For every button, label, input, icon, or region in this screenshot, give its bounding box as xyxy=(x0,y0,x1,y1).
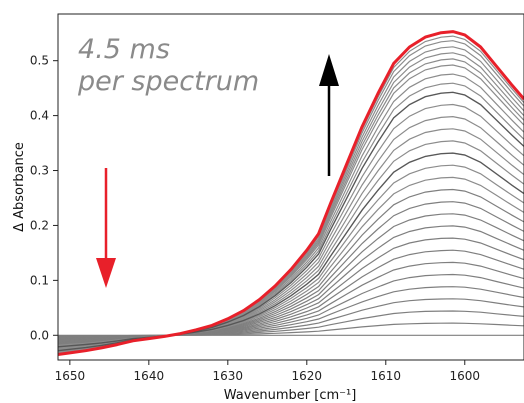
plot-frame xyxy=(57,13,524,361)
spectra-layer xyxy=(57,30,524,356)
ticks-layer: 1650 1640 1630 1620 1610 1600 0.0 0.1 0.2 0.3 0.4 0… xyxy=(30,54,480,383)
arrow-up xyxy=(319,54,339,176)
y-tick-label: 0.5 xyxy=(30,54,49,68)
x-tick-label: 1610 xyxy=(371,369,402,383)
y-tick-label: 0.1 xyxy=(30,273,49,287)
x-axis-label: Wavenumber [cm⁻¹] xyxy=(224,388,357,403)
x-tick-label: 1600 xyxy=(449,369,480,383)
y-tick-label: 0.2 xyxy=(30,218,49,232)
annotation-line-2: per spectrum xyxy=(77,66,259,97)
y-tick-label: 0.3 xyxy=(30,164,49,178)
x-tick-label: 1620 xyxy=(292,369,323,383)
x-tick-label: 1650 xyxy=(55,369,86,383)
x-tick-label: 1630 xyxy=(213,369,244,383)
spectrum-line-final xyxy=(57,30,524,356)
x-tick-label: 1640 xyxy=(134,369,165,383)
y-tick-label: 0.4 xyxy=(30,109,49,123)
annotation-line-1: 4.5 ms xyxy=(78,34,170,65)
spectrum-line-dark-1 xyxy=(57,152,524,348)
arrow-down xyxy=(96,168,116,288)
y-tick-label: 0.0 xyxy=(30,328,49,342)
y-axis-label: Δ Absorbance xyxy=(12,142,27,232)
